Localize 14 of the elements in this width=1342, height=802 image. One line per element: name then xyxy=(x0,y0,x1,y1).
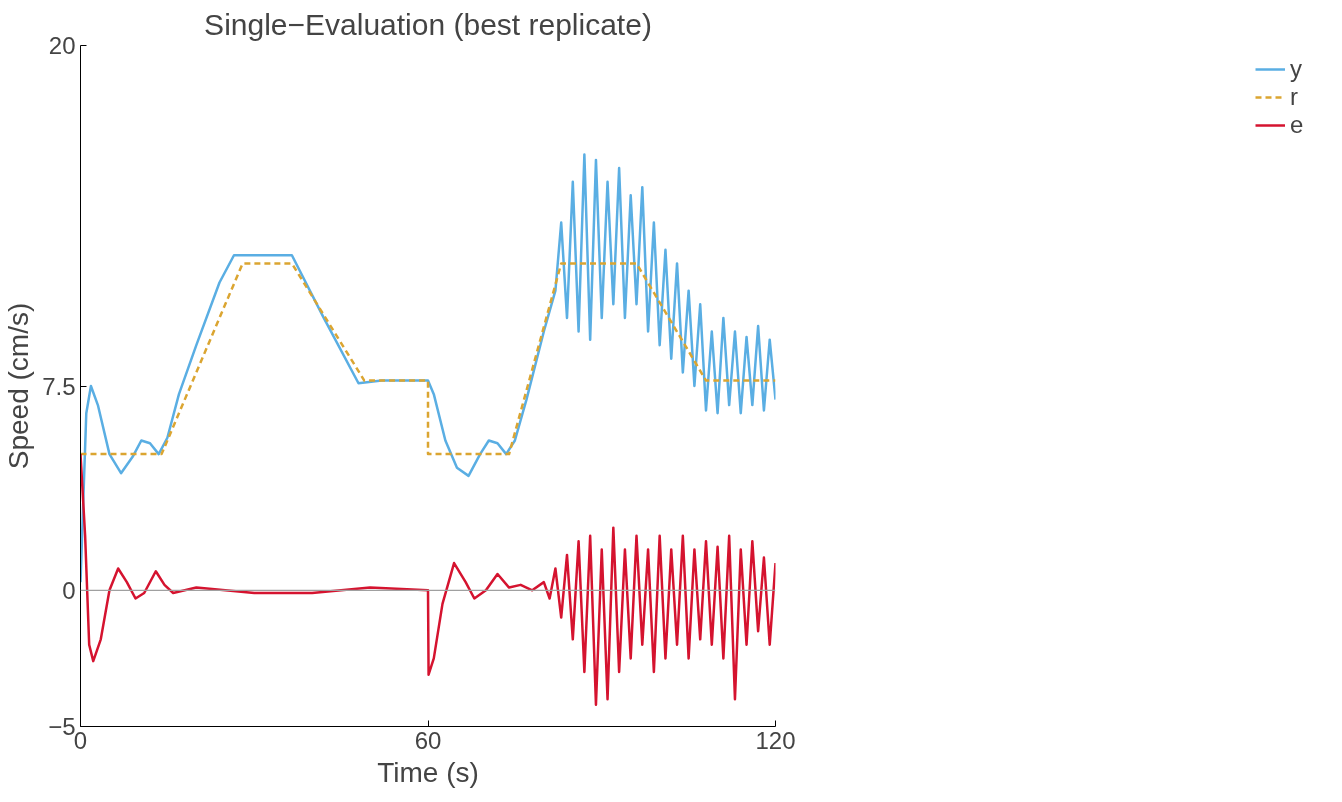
line-series xyxy=(80,153,776,584)
y-tick-label: −5 xyxy=(48,713,76,740)
x-tick-label: 120 xyxy=(755,726,796,754)
y-tick-label: 0 xyxy=(62,576,76,604)
x-axis-title: Time (s) xyxy=(377,756,479,788)
y-tick-label: 7.5 xyxy=(42,372,76,400)
y-tick-label: 20 xyxy=(48,32,76,59)
chart-title: Single−Evaluation (best replicate) xyxy=(204,7,652,41)
y-axis-title: Speed (cm/s) xyxy=(3,302,35,470)
legend-label: e xyxy=(1290,111,1305,139)
legend-label: y xyxy=(1290,55,1303,83)
x-tick-label: 60 xyxy=(414,726,442,754)
line-series xyxy=(80,452,776,706)
legend-label: r xyxy=(1290,83,1299,111)
